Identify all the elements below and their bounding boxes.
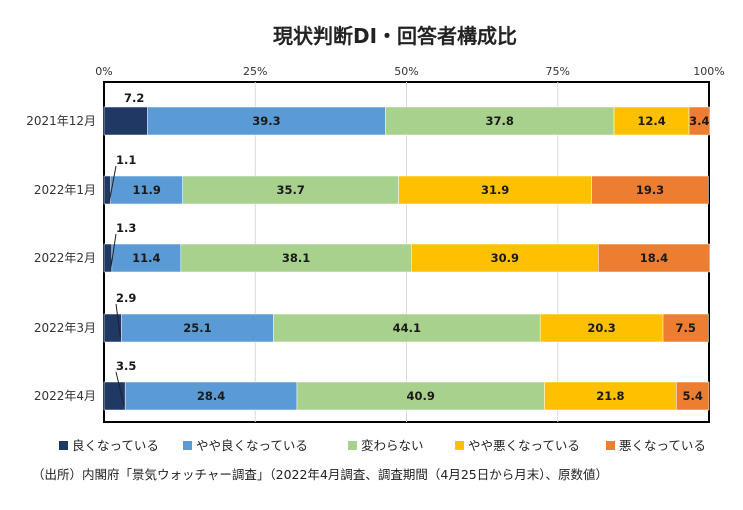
bar-segment bbox=[688, 106, 710, 136]
data-label: 3.4 bbox=[689, 114, 709, 128]
data-label: 39.3 bbox=[252, 114, 280, 128]
bar-segment bbox=[273, 313, 541, 343]
data-label: 28.4 bbox=[197, 389, 225, 403]
bar-segment bbox=[676, 381, 710, 411]
data-label: 7.2 bbox=[124, 91, 144, 105]
data-label: 44.1 bbox=[393, 321, 421, 335]
bar-segment bbox=[180, 243, 412, 273]
data-label: 21.8 bbox=[596, 389, 624, 403]
x-tick-label: 25% bbox=[243, 65, 267, 78]
x-tick-label: 75% bbox=[546, 65, 570, 78]
bar-segment bbox=[539, 313, 664, 343]
legend-label: 良くなっている bbox=[72, 438, 159, 453]
bar-segment bbox=[398, 175, 592, 205]
category-label: 2022年3月 bbox=[34, 321, 96, 335]
bar-segment bbox=[110, 175, 183, 205]
data-label: 38.1 bbox=[282, 251, 310, 265]
legend-label: 悪くなっている bbox=[619, 438, 706, 453]
data-label: 11.9 bbox=[132, 183, 160, 197]
data-label: 30.9 bbox=[491, 251, 519, 265]
bar-segment bbox=[544, 381, 677, 411]
legend-swatch bbox=[348, 441, 357, 450]
legend-label: やや悪くなっている bbox=[468, 438, 580, 453]
x-tick-label: 100% bbox=[693, 65, 724, 78]
category-label: 2021年12月 bbox=[26, 114, 96, 128]
data-label: 1.1 bbox=[116, 153, 136, 167]
source-note: （出所）内閣府「景気ウォッチャー調査」（2022年4月調査、調査期間（4月25日… bbox=[32, 467, 608, 482]
data-label: 11.4 bbox=[132, 251, 160, 265]
bar-segment bbox=[613, 106, 690, 136]
bar-segment bbox=[662, 313, 709, 343]
legend-swatch bbox=[455, 441, 464, 450]
bar-segment bbox=[111, 243, 182, 273]
leader-line bbox=[115, 371, 125, 407]
bar-segment bbox=[182, 175, 399, 205]
data-label: 31.9 bbox=[481, 183, 509, 197]
bar-segment bbox=[411, 243, 599, 273]
leader-line bbox=[109, 165, 117, 201]
data-label: 7.5 bbox=[676, 321, 696, 335]
category-label: 2022年4月 bbox=[34, 389, 96, 403]
data-label: 25.1 bbox=[183, 321, 211, 335]
data-label: 35.7 bbox=[276, 183, 304, 197]
x-tick-label: 50% bbox=[394, 65, 418, 78]
bars bbox=[103, 106, 710, 411]
bar-segment bbox=[598, 243, 710, 273]
data-label: 5.4 bbox=[682, 389, 702, 403]
leader-line bbox=[110, 233, 117, 269]
category-label: 2022年1月 bbox=[34, 183, 96, 197]
bar-segment bbox=[591, 175, 709, 205]
bar-segment bbox=[296, 381, 545, 411]
bar-segment bbox=[121, 313, 274, 343]
chart-title: 現状判断DI・回答者構成比 bbox=[273, 24, 517, 48]
legend: 良くなっている やや良くなっている 変わらない やや悪くなっている 悪くなっている bbox=[59, 438, 706, 453]
data-label: 2.9 bbox=[116, 291, 136, 305]
bar-segment bbox=[103, 106, 148, 136]
data-label: 19.3 bbox=[636, 183, 664, 197]
data-label: 37.8 bbox=[485, 114, 513, 128]
legend-swatch bbox=[59, 441, 68, 450]
leader-line bbox=[115, 303, 122, 339]
data-label: 3.5 bbox=[116, 359, 136, 373]
bar-segment bbox=[124, 381, 298, 411]
bar-segment bbox=[147, 106, 386, 136]
data-label: 40.9 bbox=[407, 389, 435, 403]
legend-swatch bbox=[183, 441, 192, 450]
category-label: 2022年2月 bbox=[34, 251, 96, 265]
legend-label: 変わらない bbox=[361, 438, 424, 453]
x-axis-ticks: 0% 25% 50% 75% 100% bbox=[95, 65, 724, 78]
data-label: 12.4 bbox=[637, 114, 665, 128]
data-labels: 7.2 39.3 37.8 12.4 3.4 1.1 11.9 35.7 31.9 19.3 1.3… bbox=[109, 91, 710, 407]
data-label: 20.3 bbox=[587, 321, 615, 335]
data-label: 18.4 bbox=[640, 251, 668, 265]
x-tick-label: 0% bbox=[95, 65, 112, 78]
legend-swatch bbox=[606, 441, 615, 450]
y-axis-categories: 2021年12月 2022年1月 2022年2月 2022年3月 2022年4月 bbox=[26, 114, 96, 403]
bar-segment bbox=[385, 106, 615, 136]
legend-label: やや良くなっている bbox=[196, 438, 308, 453]
data-label: 1.3 bbox=[116, 221, 136, 235]
